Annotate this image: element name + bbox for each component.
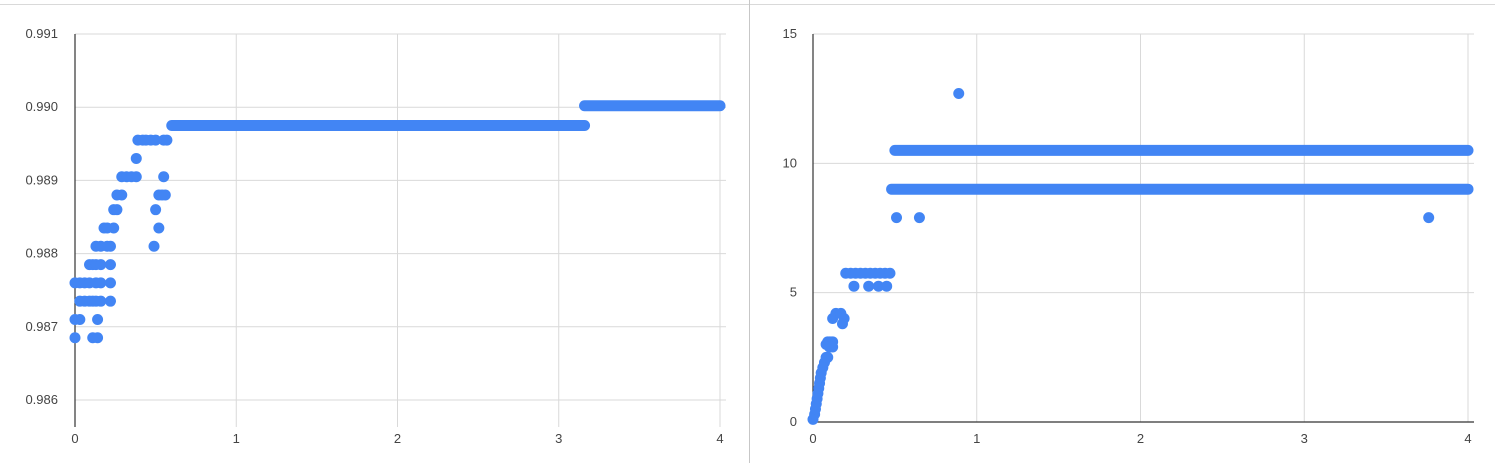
data-point [158,171,170,183]
y-tick-label: 10 [783,155,797,170]
data-point [111,204,123,216]
data-point [150,134,162,146]
data-point [161,134,173,146]
x-tick-label: 2 [394,431,401,446]
data-point [836,318,848,330]
data-point [822,351,834,363]
data-point [116,189,128,201]
x-tick-label: 3 [555,431,562,446]
data-point [95,259,107,271]
data-point [873,280,884,292]
data-point [104,240,116,252]
y-tick-label: 0.989 [25,172,58,187]
data-point [92,313,104,325]
data-point [104,295,116,307]
top-edge-strip [0,0,1495,5]
data-point [848,280,860,292]
gridlines [75,33,726,427]
data-point [95,277,107,289]
x-tick-label: 1 [233,431,240,446]
x-tick-label: 3 [1301,431,1308,446]
data-point [104,259,116,271]
y-tick-label: 0.987 [25,319,58,334]
data-point [95,295,107,307]
data-point [153,222,165,234]
data-point [881,280,893,292]
data-point [159,189,171,201]
data-point [104,277,116,289]
y-tick-label: 15 [783,26,797,41]
y-tick-label: 0.990 [25,99,58,114]
data-point [130,152,142,164]
data-point [953,87,965,99]
data-point [884,267,896,279]
data-point [108,222,120,234]
y-tick-label: 0 [790,414,797,429]
panel-divider [749,0,750,463]
x-tick-label: 0 [809,431,816,446]
data-point [69,332,81,344]
data-points [69,100,726,344]
gridlines [813,33,1474,423]
data-point [150,204,162,216]
data-points [807,87,1474,425]
right-scatter-chart: 0 5 10 15 0 1 2 3 4 [783,26,1474,446]
x-tick-label: 1 [973,431,980,446]
y-tick-label: 0.988 [25,246,58,261]
data-point [92,332,104,344]
x-tick-label: 4 [1464,431,1471,446]
data-point [74,313,86,325]
data-point [913,212,925,224]
data-point [863,280,875,292]
left-scatter-chart: 0.986 0.987 0.988 0.989 0.990 0.991 0 1 2 3 4 [25,26,726,446]
data-point [1423,212,1435,224]
y-tick-label: 0.991 [25,26,58,41]
data-point [827,341,839,353]
x-tick-label: 4 [716,431,723,446]
x-tick-label: 0 [71,431,78,446]
y-tick-label: 5 [790,285,797,300]
y-tick-label: 0.986 [25,392,58,407]
x-tick-label: 2 [1137,431,1144,446]
data-point [148,240,160,252]
data-point [891,212,903,224]
data-point [130,171,142,183]
